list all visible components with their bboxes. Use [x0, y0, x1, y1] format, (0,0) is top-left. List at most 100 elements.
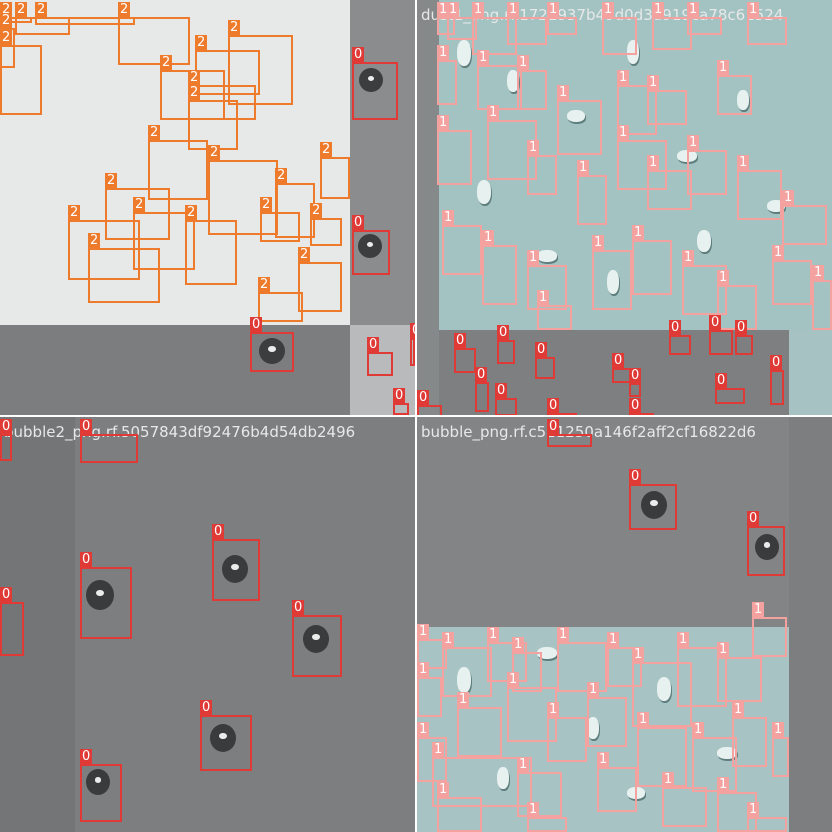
bubble-shape [86, 769, 110, 795]
bounding-box-class-1: 1 [692, 722, 737, 792]
cell-shape [587, 717, 599, 739]
class-label-tag: 1 [512, 637, 525, 653]
bounding-box-class-1: 1 [437, 2, 455, 35]
class-label-tag: 1 [417, 624, 430, 640]
class-label-tag: 2 [208, 145, 221, 161]
bounding-box-class-1: 1 [677, 632, 727, 707]
cell-shape [607, 270, 619, 294]
bounding-box-class-0: 0 [747, 511, 785, 576]
bounding-box-class-1: 1 [517, 757, 562, 817]
class-label-tag: 1 [782, 190, 795, 206]
bounding-box-class-1: 1 [682, 250, 727, 315]
bounding-box-class-2: 2 [310, 203, 342, 246]
cell-shape [567, 110, 585, 122]
bounding-box-class-1: 1 [442, 210, 482, 275]
class-label-tag: 1 [437, 2, 450, 18]
cell-strip-corner [789, 330, 832, 415]
bubble-shape [259, 338, 285, 364]
bubble-shape [210, 724, 236, 752]
class-label-tag: 1 [417, 662, 430, 678]
class-label-tag: 1 [432, 742, 445, 758]
bounding-box-class-1: 1 [472, 2, 517, 55]
bounding-box-class-1: 1 [437, 115, 472, 185]
class-label-tag: 1 [587, 682, 600, 698]
bounding-box-class-2: 2 [185, 205, 237, 285]
class-label-tag: 2 [260, 197, 273, 213]
class-label-tag: 1 [747, 802, 760, 818]
gray-strip-left [0, 417, 75, 832]
class-label-tag: 0 [0, 419, 13, 435]
class-label-tag: 1 [527, 140, 540, 156]
class-label-tag: 2 [0, 30, 13, 46]
class-label-tag: 1 [487, 627, 500, 643]
class-label-tag: 1 [417, 722, 430, 738]
bounding-box-class-0: 0 [735, 320, 753, 355]
class-label-tag: 1 [617, 125, 630, 141]
class-label-tag: 1 [447, 2, 460, 18]
bounding-box-class-1: 1 [632, 225, 672, 295]
class-label-tag: 2 [188, 85, 201, 101]
class-label-tag: 2 [0, 13, 13, 29]
class-label-tag: 1 [632, 225, 645, 241]
bounding-box-class-1: 1 [437, 782, 482, 832]
bounding-box-class-0: 0 [547, 419, 592, 447]
class-label-tag: 0 [497, 325, 510, 341]
class-label-tag: 2 [185, 205, 198, 221]
bounding-box-class-0: 0 [475, 367, 489, 412]
class-label-tag: 1 [507, 2, 520, 18]
class-label-tag: 0 [292, 600, 305, 616]
bounding-box-class-1: 1 [457, 692, 502, 757]
bounding-box-class-1: 1 [517, 55, 547, 110]
class-label-tag: 1 [732, 702, 745, 718]
class-label-tag: 1 [442, 210, 455, 226]
bounding-box-class-0: 0 [80, 552, 132, 639]
class-label-tag: 1 [607, 632, 620, 648]
bounding-box-class-1: 1 [597, 752, 637, 812]
class-label-tag: 1 [737, 155, 750, 171]
class-label-tag: 0 [200, 700, 213, 716]
class-label-tag: 1 [602, 2, 615, 18]
class-label-tag: 1 [597, 752, 610, 768]
cell-shape [537, 647, 557, 659]
bounding-box-class-1: 1 [717, 60, 752, 115]
bounding-box-class-1: 1 [577, 160, 607, 225]
bounding-box-class-0: 0 [669, 320, 691, 355]
class-label-tag: 2 [188, 70, 201, 86]
bounding-box-class-0: 0 [715, 373, 745, 404]
class-label-tag: 0 [80, 419, 93, 435]
class-label-tag: 2 [118, 2, 131, 18]
class-label-tag: 2 [310, 203, 323, 219]
class-label-tag: 2 [275, 168, 288, 184]
class-label-tag: 2 [195, 35, 208, 51]
class-label-tag: 2 [68, 205, 81, 221]
bounding-box-class-0: 0 [629, 368, 642, 397]
class-label-tag: 1 [537, 290, 550, 306]
class-label-tag: 1 [687, 135, 700, 151]
class-label-tag: 1 [527, 802, 540, 818]
bounding-box-class-0: 0 [535, 342, 555, 379]
class-label-tag: 1 [617, 70, 630, 86]
class-label-tag: 2 [15, 2, 28, 18]
gray-strip-bottom [0, 325, 350, 415]
bounding-box-class-0: 0 [417, 390, 442, 415]
class-label-tag: 2 [298, 247, 311, 263]
class-label-tag: 2 [35, 2, 48, 18]
bubble-shape [86, 580, 114, 610]
bounding-box-class-1: 1 [527, 140, 557, 195]
class-label-tag: 1 [687, 2, 700, 18]
bounding-box-class-2: 2 [320, 142, 350, 199]
bounding-box-class-1: 1 [737, 155, 782, 220]
bounding-box-class-2: 2 [258, 277, 303, 322]
class-label-tag: 1 [557, 85, 570, 101]
class-label-tag: 0 [250, 317, 263, 333]
bounding-box-class-1: 1 [442, 632, 492, 697]
bounding-box-class-2: 2 [148, 125, 208, 200]
bounding-box-class-1: 1 [432, 742, 532, 807]
image-caption: bubble_png.rf.c521250a146f2aff2cf16822d6 [421, 423, 756, 441]
bounding-box-class-0: 0 [629, 469, 677, 530]
bounding-box-class-1: 1 [617, 125, 667, 190]
bounding-box-class-1: 1 [527, 250, 567, 310]
bounding-box-class-1: 1 [507, 2, 547, 45]
gray-strip-right [789, 417, 832, 832]
